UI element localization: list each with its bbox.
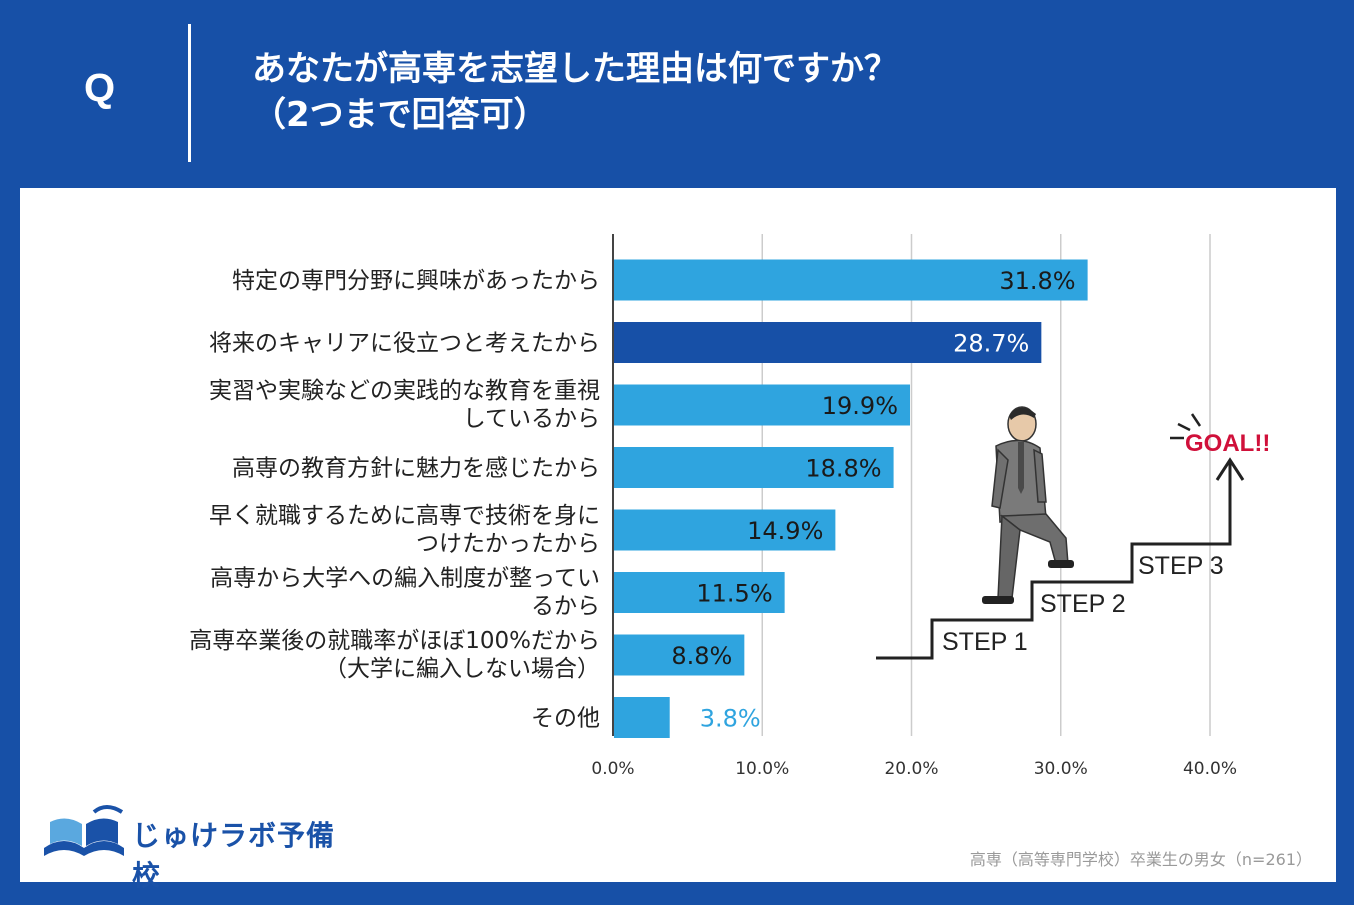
category-label: 実習や実験などの実践的な教育を重視 bbox=[209, 378, 600, 404]
bar bbox=[614, 634, 745, 676]
title-line-2: （2つまで回答可） bbox=[252, 95, 548, 135]
burst-icon bbox=[1170, 413, 1202, 440]
book-logo-icon bbox=[44, 805, 124, 856]
page-title: あなたが高専を志望した理由は何ですか？ （2つまで回答可） bbox=[252, 46, 898, 138]
goal-label: GOAL!! bbox=[1185, 430, 1270, 457]
category-label: その他 bbox=[531, 706, 600, 732]
logo-text: じゅけラボ予備校 bbox=[132, 819, 336, 892]
bar bbox=[614, 322, 1042, 363]
category-label: （大学に編入しない場合） bbox=[324, 656, 600, 682]
value-label: 14.9% bbox=[747, 517, 823, 545]
title-line-1: あなたが高専を志望した理由は何ですか？ bbox=[252, 49, 898, 89]
value-label: 31.8% bbox=[999, 267, 1075, 295]
category-label: つけたかったから bbox=[416, 531, 600, 557]
arrow-head-icon bbox=[1215, 457, 1245, 481]
value-label: 11.5% bbox=[696, 580, 772, 608]
category-label: るから bbox=[531, 594, 600, 620]
bar-chart: 0.0% 10.0% 20.0% 30.0% 40.0% 31.8% 特定の専門分野に興味が… bbox=[189, 234, 1237, 779]
chart-panel: 0.0% 10.0% 20.0% 30.0% 40.0% 31.8% 特定の専門分野に興味が… bbox=[20, 188, 1336, 892]
category-label: 特定の専門分野に興味があったから bbox=[232, 268, 600, 294]
logo: じゅけラボ予備校 bbox=[40, 804, 360, 892]
category-label: 高専卒業後の就職率がほぼ100%だから bbox=[189, 628, 600, 654]
value-label: 8.8% bbox=[671, 642, 732, 670]
x-tick-label: 10.0% bbox=[735, 759, 789, 779]
x-tick-label: 30.0% bbox=[1034, 759, 1088, 779]
x-tick-label: 0.0% bbox=[591, 759, 634, 779]
category-label: 将来のキャリアに役立つと考えたから bbox=[209, 331, 600, 357]
header: Q あなたが高専を志望した理由は何ですか？ （2つまで回答可） bbox=[0, 0, 1354, 188]
step-illustration: GOAL!! STEP 1 STEP 2 STEP 3 bbox=[876, 406, 1270, 660]
x-tick-label: 20.0% bbox=[884, 759, 938, 779]
step-2-label: STEP 2 bbox=[1040, 590, 1126, 618]
question-mark: Q bbox=[84, 66, 116, 110]
category-label: しているから bbox=[463, 406, 600, 432]
businessman-figure bbox=[982, 406, 1074, 604]
bar bbox=[614, 509, 836, 551]
footnote: 高専（高等専門学校）卒業生の男女（n=261） bbox=[969, 850, 1312, 869]
category-label: 高専の教育方針に魅力を感じたから bbox=[232, 456, 600, 482]
category-label: 早く就職するために高専で技術を身に bbox=[209, 503, 600, 529]
value-label: 28.7% bbox=[953, 330, 1029, 358]
bar bbox=[614, 447, 894, 488]
bar bbox=[614, 572, 785, 613]
bar bbox=[614, 384, 911, 426]
bar bbox=[614, 697, 670, 738]
x-tick-label: 40.0% bbox=[1183, 759, 1237, 779]
bar bbox=[614, 259, 1088, 301]
value-label: 3.8% bbox=[700, 705, 761, 733]
value-label: 19.9% bbox=[822, 392, 898, 420]
category-label: 高専から大学への編入制度が整ってい bbox=[210, 566, 600, 592]
step-1-label: STEP 1 bbox=[942, 628, 1028, 656]
header-divider bbox=[188, 24, 191, 162]
value-label: 18.8% bbox=[805, 455, 881, 483]
stairs-line bbox=[876, 462, 1232, 660]
step-3-label: STEP 3 bbox=[1138, 552, 1224, 580]
